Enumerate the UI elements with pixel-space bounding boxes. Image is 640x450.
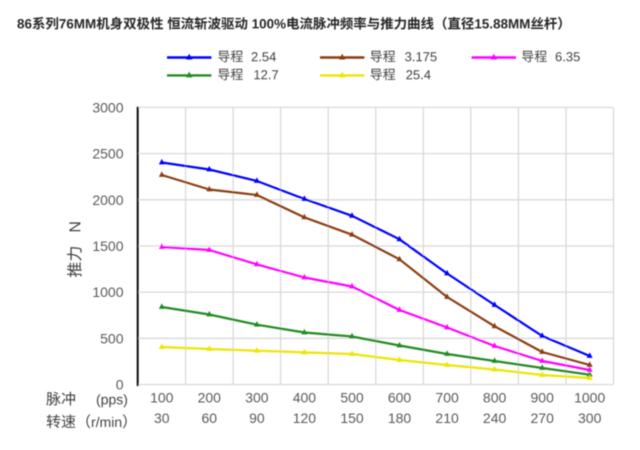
svg-text:1000: 1000 xyxy=(574,389,605,405)
svg-text:300: 300 xyxy=(578,410,602,426)
svg-text:3000: 3000 xyxy=(92,100,123,116)
svg-text:120: 120 xyxy=(293,410,317,426)
svg-text:500: 500 xyxy=(340,389,364,405)
svg-text:180: 180 xyxy=(388,410,412,426)
svg-text:210: 210 xyxy=(435,410,459,426)
svg-text:2000: 2000 xyxy=(92,192,123,208)
svg-text:800: 800 xyxy=(483,389,507,405)
svg-text:500: 500 xyxy=(100,330,124,346)
svg-text:30: 30 xyxy=(154,410,170,426)
svg-text:100: 100 xyxy=(150,389,174,405)
svg-text:400: 400 xyxy=(293,389,317,405)
svg-text:60: 60 xyxy=(202,410,218,426)
svg-text:900: 900 xyxy=(531,389,555,405)
svg-text:90: 90 xyxy=(249,410,265,426)
svg-text:1500: 1500 xyxy=(92,238,123,254)
svg-text:270: 270 xyxy=(531,410,555,426)
svg-text:0: 0 xyxy=(116,377,124,393)
svg-text:1000: 1000 xyxy=(92,284,123,300)
svg-text:200: 200 xyxy=(198,389,222,405)
svg-text:150: 150 xyxy=(340,410,364,426)
svg-text:600: 600 xyxy=(388,389,412,405)
svg-text:700: 700 xyxy=(435,389,459,405)
svg-text:300: 300 xyxy=(245,389,269,405)
svg-text:2500: 2500 xyxy=(92,146,123,162)
svg-text:240: 240 xyxy=(483,410,507,426)
